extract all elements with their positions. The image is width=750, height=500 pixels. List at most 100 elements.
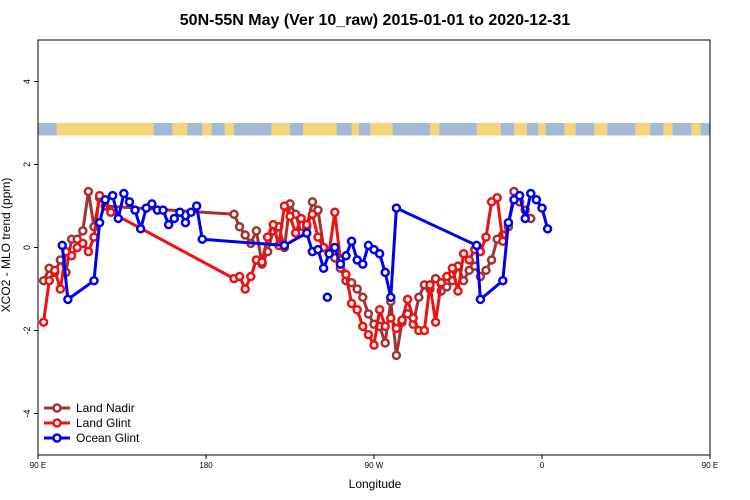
ocean-band-segment	[607, 123, 636, 136]
data-point	[380, 321, 390, 332]
data-point	[358, 321, 368, 332]
data-point	[464, 255, 474, 265]
data-point	[234, 271, 245, 282]
data-point	[447, 263, 458, 273]
ocean-band-segment	[290, 123, 304, 136]
legend-item-land-glint: Land Glint	[44, 416, 131, 430]
data-point	[458, 248, 469, 259]
data-point	[268, 219, 278, 230]
data-point	[380, 338, 390, 348]
y-axis: -4 -2 0 2 4	[22, 79, 38, 418]
land-ocean-band	[38, 123, 710, 136]
data-point	[471, 240, 482, 251]
x-tick-label: 90 E	[30, 461, 46, 470]
data-point	[83, 186, 94, 197]
data-point	[341, 269, 351, 280]
ocean-band-segment	[392, 123, 430, 136]
data-point	[89, 232, 99, 242]
data-point	[531, 195, 542, 205]
y-tick-label: 4	[22, 79, 32, 84]
data-point	[514, 190, 525, 201]
data-point	[279, 240, 290, 251]
data-point	[78, 238, 88, 249]
data-point	[374, 248, 385, 259]
data-point	[330, 242, 340, 253]
ocean-band-segment	[153, 123, 173, 136]
data-point	[307, 197, 318, 207]
data-point	[414, 292, 424, 303]
data-point	[57, 240, 68, 251]
ocean-band-segment	[700, 123, 710, 136]
data-point	[391, 323, 402, 334]
ocean-band-segment	[575, 123, 595, 136]
data-point	[124, 197, 135, 207]
legend-label: Land Glint	[76, 416, 131, 430]
data-point	[279, 201, 290, 211]
data-point	[542, 224, 553, 234]
data-point	[163, 219, 174, 230]
data-point	[436, 278, 446, 288]
data-point	[330, 207, 340, 217]
data-point	[498, 275, 508, 286]
data-point	[135, 224, 146, 234]
data-point	[313, 244, 323, 255]
data-point	[363, 329, 374, 340]
data-point	[119, 188, 129, 199]
data-point	[246, 271, 256, 282]
data-point	[397, 315, 407, 325]
y-tick-label: -2	[22, 326, 32, 334]
ocean-band-segment	[527, 123, 539, 136]
y-tick-label: 2	[22, 162, 32, 167]
data-point	[55, 284, 66, 294]
ocean-band-segment	[500, 123, 514, 136]
data-point	[318, 263, 329, 273]
data-point	[240, 230, 250, 240]
data-point	[386, 313, 396, 323]
data-point	[66, 251, 77, 261]
data-point	[78, 226, 88, 236]
y-tick-label: -4	[22, 409, 32, 417]
x-axis-label: Longitude	[349, 477, 402, 491]
data-point	[453, 286, 463, 296]
series-ocean-glint	[57, 188, 553, 305]
ocean-band-segment	[38, 123, 57, 136]
data-point	[358, 292, 368, 303]
data-point	[520, 213, 530, 224]
series-layer	[38, 186, 553, 361]
data-point	[83, 246, 94, 257]
data-point	[197, 234, 208, 244]
data-point	[63, 294, 73, 305]
data-point	[369, 340, 379, 350]
data-point	[481, 232, 491, 242]
data-point	[113, 213, 124, 224]
data-point	[402, 294, 413, 305]
data-point	[363, 309, 374, 319]
y-axis-label: XCO2 - MLO trend (ppm)	[0, 178, 13, 313]
legend-marker	[52, 433, 62, 443]
x-tick-label: 0	[540, 461, 545, 470]
land-band	[38, 123, 710, 136]
legend-item-land-nadir: Land Nadir	[44, 401, 135, 415]
ocean-band-segment	[234, 123, 272, 136]
x-axis: 90 E 180 90 W 0 90 E	[30, 455, 718, 470]
ocean-band-segment	[336, 123, 352, 136]
data-point	[503, 217, 514, 228]
data-point	[335, 259, 346, 269]
ocean-band-segment	[672, 123, 692, 136]
ocean-band-segment	[650, 123, 664, 136]
data-point	[442, 271, 452, 282]
data-point	[191, 201, 202, 211]
data-point	[492, 192, 502, 203]
data-point	[50, 265, 60, 276]
ocean-band-segment	[359, 123, 371, 136]
data-point	[475, 294, 486, 305]
data-point	[251, 226, 262, 236]
x-tick-label: 180	[199, 461, 213, 470]
data-point	[285, 211, 295, 222]
data-point	[38, 317, 49, 327]
data-point	[425, 280, 435, 290]
data-point	[302, 228, 312, 238]
